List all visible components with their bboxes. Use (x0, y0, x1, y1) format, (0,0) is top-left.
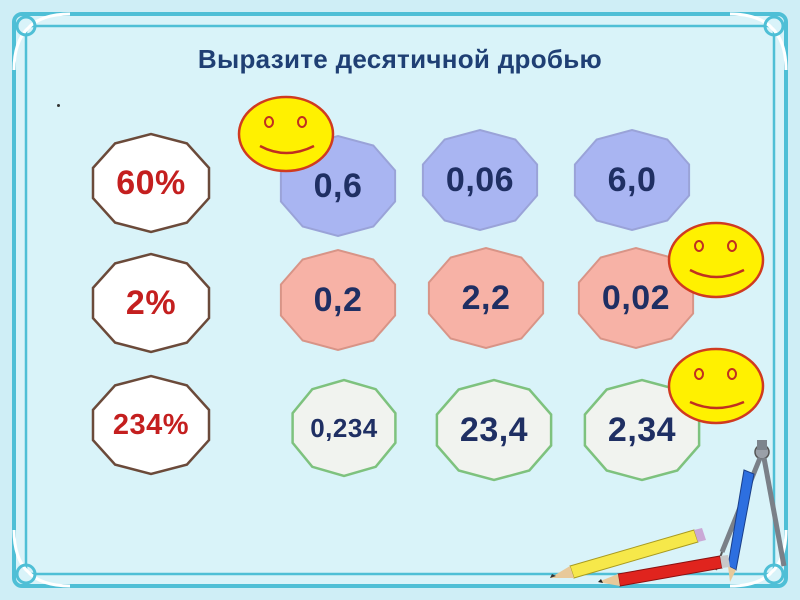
percent-label: 60% (116, 163, 186, 202)
decagon-shape (421, 128, 539, 232)
percent-tile-234[interactable]: 234% (88, 374, 214, 476)
smiley-face-icon (667, 221, 765, 299)
answer-tile-23-4[interactable]: 23,4 (432, 378, 556, 482)
percent-label: 2% (125, 283, 177, 322)
page-title: Выразите десятичной дробью (197, 44, 603, 74)
percent-label: 234% (112, 408, 190, 441)
decagon-shape (573, 128, 691, 232)
pencil-icon (550, 528, 706, 579)
answer-label: 23,4 (459, 410, 529, 449)
smiley-face-icon (667, 347, 765, 425)
answer-label: 2,2 (461, 278, 511, 317)
answer-tile-0-234[interactable]: 0,234 (288, 378, 400, 478)
answer-tile-2-2[interactable]: 2,2 (424, 246, 548, 350)
compass-icon (715, 440, 787, 582)
decagon-shape (291, 378, 397, 478)
decagon-shape (91, 374, 211, 476)
decagon-shape (427, 246, 545, 350)
smiley-face-icon (237, 95, 335, 173)
decagon-shape (91, 132, 211, 234)
answer-label: 2,34 (607, 410, 677, 449)
answer-tile-0-2[interactable]: 0,2 (276, 248, 400, 352)
percent-tile-60[interactable]: 60% (88, 132, 214, 234)
dot-mark (57, 104, 60, 107)
answer-label: 0,02 (601, 278, 671, 317)
decagon-shape (91, 252, 211, 354)
decagon-shape (279, 248, 397, 352)
answer-tile-0-02[interactable]: 0,02 (574, 246, 698, 350)
decagon-shape (435, 378, 553, 482)
percent-tile-2[interactable]: 2% (88, 252, 214, 354)
answer-tile-2-34[interactable]: 2,34 (580, 378, 704, 482)
answer-label: 0,6 (313, 166, 363, 205)
answer-label: 0,06 (445, 160, 515, 199)
answer-label: 6,0 (607, 160, 657, 199)
answer-label: 0,234 (310, 412, 378, 443)
answer-tile-6-0[interactable]: 6,0 (570, 128, 694, 232)
pencil-icon (598, 555, 730, 587)
answer-label: 0,2 (313, 280, 363, 319)
answer-tile-0-06[interactable]: 0,06 (418, 128, 542, 232)
